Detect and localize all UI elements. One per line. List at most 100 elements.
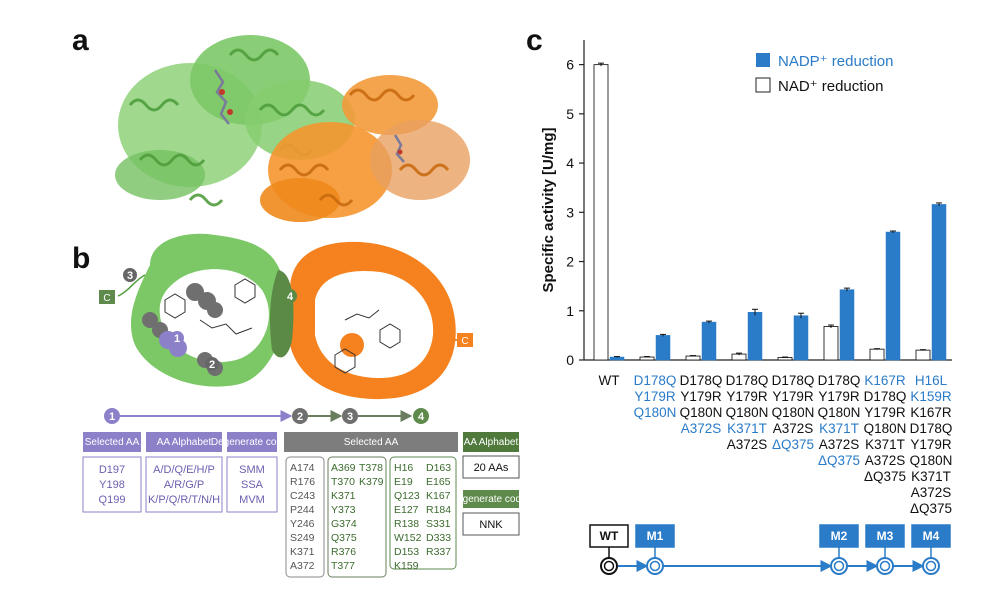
category-mutation-label: Q180N — [726, 405, 769, 420]
bar-nadp — [885, 231, 901, 361]
bar-nadp — [701, 321, 717, 361]
step-4-badge — [413, 408, 429, 424]
step3-residue: G374 — [331, 518, 357, 530]
category-mutation-label: H16L — [915, 373, 948, 388]
y-tick-label: 0 — [566, 352, 574, 368]
lineage-node-inner — [603, 560, 615, 572]
category-mutation-label: D178Q — [772, 373, 815, 388]
step-2-badge — [292, 408, 308, 424]
step4-residue: K167 — [426, 490, 451, 502]
category-mutation-label: D178Q — [818, 373, 861, 388]
chart-bars — [593, 62, 947, 361]
category-mutation-label: D178Q — [680, 373, 723, 388]
step1-texts: D197 Y198 Q199 A/D/Q/E/H/P A/R/G/P K/P/Q/R/T/… — [99, 464, 265, 506]
protein-structure-illustration — [115, 35, 470, 222]
category-mutation-label: ΔQ375 — [864, 469, 906, 484]
lineage-node-box — [635, 524, 675, 548]
category-mutation-label: Q180N — [864, 421, 907, 436]
y-tick-label: 4 — [566, 155, 574, 171]
step3-residue: T377 — [331, 560, 355, 572]
lineage-node-label: M3 — [877, 529, 894, 543]
step1-alphabet: K/P/Q/R/T/N/H — [148, 494, 220, 506]
step1-residue: D197 — [99, 464, 125, 476]
category-mutation-label: A372S — [911, 485, 952, 500]
step2-residue: R176 — [290, 476, 315, 488]
lineage-node-box — [865, 524, 905, 548]
lineage-node-label: M4 — [923, 529, 940, 543]
step2-residue: P244 — [290, 504, 315, 516]
category-mutation-label: D178Q — [910, 421, 953, 436]
svg-text:C: C — [103, 293, 110, 304]
category-mutation-label: Q180N — [772, 405, 815, 420]
category-mutation-label: Y179R — [680, 389, 722, 404]
svg-text:4: 4 — [418, 411, 425, 423]
step4-residue: E165 — [426, 476, 451, 488]
category-mutation-label: A372S — [819, 437, 860, 452]
lineage-node-inner — [925, 560, 937, 572]
step4-residue: D333 — [426, 532, 451, 544]
step4-residue: D163 — [426, 462, 451, 474]
legend-label-nad: NAD⁺ reduction — [778, 78, 883, 95]
category-mutation-label: A372S — [727, 437, 768, 452]
legend-swatch-nadp — [756, 53, 770, 67]
c-terminus-left: C — [99, 290, 115, 304]
step1-residue: Q199 — [99, 494, 126, 506]
category-mutation-label: K167R — [864, 373, 906, 388]
panel-label-c: c — [526, 24, 543, 57]
degenerate-codon-value: NNK — [479, 519, 503, 531]
svg-text:1: 1 — [109, 411, 115, 423]
step1-alphabet: A/R/G/P — [164, 479, 204, 491]
svg-text:Degenerate codon: Degenerate codon — [450, 494, 532, 505]
category-mutation-label: K371T — [865, 437, 905, 452]
y-tick-label: 3 — [566, 204, 574, 220]
lineage-node-inner — [879, 560, 891, 572]
panel-label-a: a — [72, 24, 89, 57]
lineage-diagram: WT M1 M2 M3 M4 — [589, 524, 951, 575]
bar-nadp — [793, 315, 809, 361]
category-mutation-label: K167R — [910, 405, 952, 420]
lineage-node-label: M1 — [647, 529, 664, 543]
bar-nad — [823, 326, 839, 361]
step3-residue: K379 — [359, 476, 384, 488]
category-mutation-label: Y179R — [864, 405, 906, 420]
step3-residue: Y373 — [331, 504, 356, 516]
y-tick-label: 1 — [566, 303, 574, 319]
chart-category-labels: WT D178QY179RQ180ND178QY179RQ180NA372SD17… — [599, 373, 953, 516]
chart-legend: NADP⁺ reduction NAD⁺ reduction — [755, 53, 893, 95]
bar-nad — [869, 348, 885, 361]
svg-text:Selected AA: Selected AA — [344, 437, 399, 448]
category-mutation-label: A372S — [865, 453, 906, 468]
step1-codon: MVM — [239, 494, 265, 506]
lineage-node-inner — [833, 560, 845, 572]
svg-text:AA Alphabet: AA Alphabet — [464, 437, 519, 448]
bar-nadp — [655, 335, 671, 361]
category-mutation-label: Q180N — [818, 405, 861, 420]
category-mutation-label: Y179R — [726, 389, 768, 404]
category-mutation-label: ΔQ375 — [772, 437, 814, 452]
step4-residue: S331 — [426, 518, 451, 530]
svg-text:3: 3 — [347, 411, 353, 423]
legend-swatch-nad — [755, 77, 771, 93]
step1-alphabet: A/D/Q/E/H/P — [153, 464, 215, 476]
svg-text:Selected AA: Selected AA — [85, 437, 140, 448]
step-3-badge — [342, 408, 358, 424]
category-mutation-label: Y179R — [818, 389, 860, 404]
step3-residue: R376 — [331, 546, 356, 558]
lineage-node-box — [819, 524, 859, 548]
step2-residue: A174 — [290, 462, 315, 474]
step2-residue: A372 — [290, 560, 315, 572]
category-mutation-label: Q180N — [634, 405, 677, 420]
category-mutation-label: ΔQ375 — [818, 453, 860, 468]
y-tick-label: 2 — [566, 254, 574, 270]
step1-codon: SSA — [241, 479, 264, 491]
category-mutation-label: A372S — [681, 421, 722, 436]
step4-residue: R184 — [426, 504, 451, 516]
aa-alphabet-value: 20 AAs — [474, 462, 509, 474]
step1-codon: SMM — [239, 464, 265, 476]
category-mutation-label: Y179R — [772, 389, 814, 404]
step4-residue: K159 — [394, 560, 419, 572]
category-mutation-label: Y179R — [634, 389, 676, 404]
space-filling-model-illustration — [117, 233, 471, 400]
y-tick-label: 6 — [566, 57, 574, 73]
svg-text:AA Alphabet: AA Alphabet — [157, 437, 212, 448]
